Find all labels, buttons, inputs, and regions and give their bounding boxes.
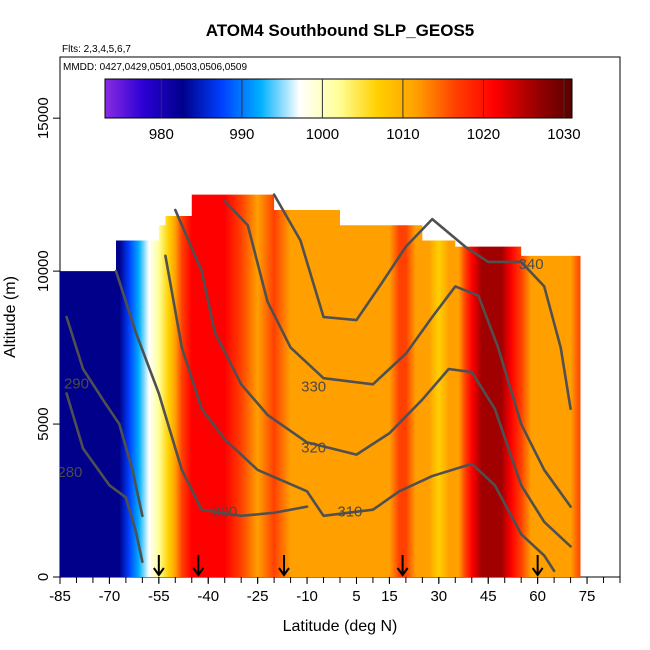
contour-label: 330: [301, 378, 326, 395]
y-tick-label: 5000: [35, 407, 52, 440]
contour-label: 290: [64, 375, 89, 392]
theta-contour-310: [164, 254, 556, 573]
x-tick-label: -85: [49, 588, 71, 605]
colorbar-tick-label: 990: [229, 126, 254, 143]
colorbar-gradient: [104, 78, 573, 119]
colorbar-tick-label: 1020: [467, 126, 500, 143]
x-tick-label: 30: [430, 588, 447, 605]
x-tick-label: 45: [480, 588, 497, 605]
theta-contour-300: [114, 269, 309, 518]
colorbar: 980 990 1000 1010 1020 1030: [104, 78, 581, 143]
x-tick-label: 60: [529, 588, 546, 605]
curtain-fill: [60, 194, 581, 577]
theta-contour-290: [65, 315, 144, 518]
flight-marker-arrowhead: [531, 567, 544, 577]
y-tick-label: 0: [35, 573, 52, 581]
x-tick-label: 15: [381, 588, 398, 605]
x-axis-label: Latitude (deg N): [283, 618, 398, 635]
x-tick-label: 75: [579, 588, 596, 605]
colorbar-tick-label: 980: [149, 126, 174, 143]
x-tick-label: -25: [247, 588, 269, 605]
flight-marker-arrowhead: [192, 567, 205, 577]
y-axis: 0 5000 10000 15000: [35, 97, 60, 581]
y-tick-label: 10000: [35, 250, 52, 292]
colorbar-tick-label: 1030: [547, 126, 580, 143]
dates-note: MMDD: 0427,0429,0501,0503,0506,0509: [63, 62, 247, 73]
chart-title: ATOM4 Southbound SLP_GEOS5: [206, 21, 475, 40]
colorbar-tick-label: 1000: [306, 126, 339, 143]
contour-label: 320: [301, 439, 326, 456]
flight-marker-arrowhead: [396, 567, 409, 577]
contour-label: 340: [519, 256, 544, 273]
x-tick-label: -55: [148, 588, 170, 605]
contour-label: 280: [57, 464, 82, 481]
flight-marker-arrowhead: [278, 567, 290, 577]
x-axis: -85 -70 -55 -40 -25 -10 5 15 30 45 60 75: [49, 577, 621, 605]
slp-curtain: [60, 194, 581, 577]
x-tick-label: -10: [296, 588, 318, 605]
theta-contour-330: [223, 199, 572, 508]
x-tick-label: -40: [197, 588, 219, 605]
x-tick-label: 5: [352, 588, 360, 605]
flight-marker-arrowhead: [153, 567, 165, 577]
flight-markers: [153, 555, 544, 577]
colorbar-tick-label: 1010: [386, 126, 419, 143]
theta-contour-280: [65, 392, 144, 564]
theta-contours: 280 290 300 310 320 330 340: [57, 193, 572, 573]
curtain-body: [60, 194, 581, 577]
contour-label: 310: [337, 504, 362, 521]
x-tick-label: -70: [99, 588, 121, 605]
theta-contour-340: [272, 193, 572, 411]
theta-contour-320: [173, 208, 572, 548]
flights-note: Flts: 2,3,4,5,6,7: [62, 44, 131, 55]
y-tick-label: 15000: [35, 97, 52, 139]
y-axis-label: Altitude (m): [2, 276, 19, 358]
contour-label: 300: [212, 504, 237, 521]
